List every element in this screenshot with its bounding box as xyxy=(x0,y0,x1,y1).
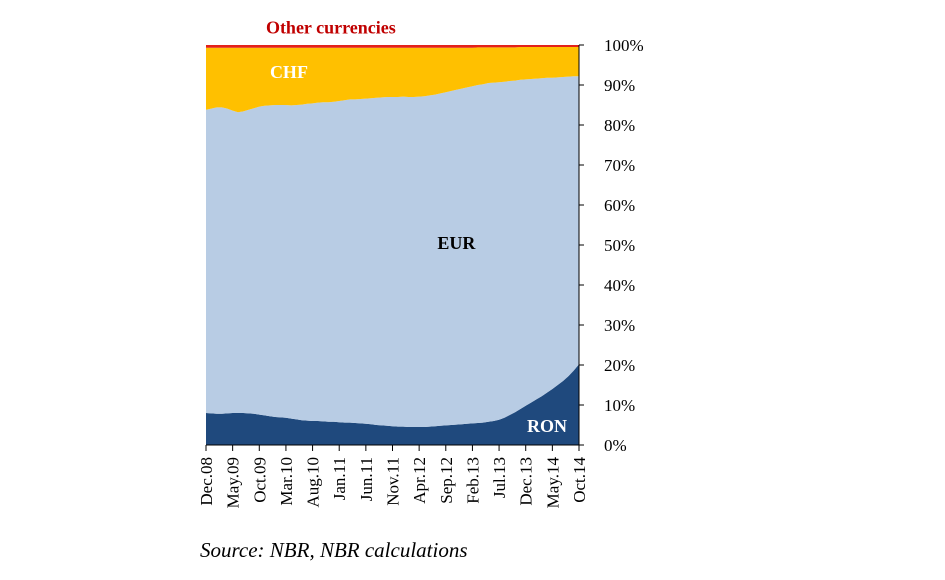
axes xyxy=(205,44,584,451)
series-label-chf: CHF xyxy=(270,62,308,82)
y-tick-label: 80% xyxy=(604,116,635,135)
y-tick-label: 20% xyxy=(604,356,635,375)
series-labels: Other currencies CHF EUR RON xyxy=(266,17,567,436)
x-tick-label: Dec.13 xyxy=(517,457,536,506)
y-tick-label: 0% xyxy=(604,436,627,455)
area-ron xyxy=(206,364,579,445)
x-tick-label: Aug.10 xyxy=(304,457,323,508)
y-tick-label: 100% xyxy=(604,36,644,55)
area-other-currencies xyxy=(206,45,579,48)
area-chf xyxy=(206,47,579,113)
series-label-ron: RON xyxy=(527,416,567,436)
x-tick-label: Apr.12 xyxy=(410,457,429,504)
series-label-other-currencies: Other currencies xyxy=(266,17,396,37)
x-tick-label: Oct.09 xyxy=(250,457,269,503)
area-eur xyxy=(206,76,579,427)
x-tick-label: May.09 xyxy=(224,457,243,508)
y-tick-label: 40% xyxy=(604,276,635,295)
y-tick-label: 10% xyxy=(604,396,635,415)
x-axis-tick-labels: Dec.08 May.09 Oct.09 Mar.10 Aug.10 Jan.11 Jun.… xyxy=(197,457,589,509)
x-tick-label: Mar.10 xyxy=(277,457,296,506)
y-tick-label: 90% xyxy=(604,76,635,95)
x-tick-label: Feb.13 xyxy=(463,457,482,504)
x-tick-label: Oct.14 xyxy=(570,457,589,503)
x-tick-label: Jan.11 xyxy=(330,457,349,500)
y-tick-label: 60% xyxy=(604,196,635,215)
source-note: Source: NBR, NBR calculations xyxy=(200,538,468,562)
x-tick-label: Sep.12 xyxy=(437,457,456,504)
y-axis-tick-labels: 0% 10% 20% 30% 40% 50% 60% 70% 80% 90% 100% xyxy=(604,36,644,455)
x-tick-label: May.14 xyxy=(543,457,562,509)
y-tick-label: 30% xyxy=(604,316,635,335)
y-tick-label: 70% xyxy=(604,156,635,175)
x-tick-label: Dec.08 xyxy=(197,457,216,506)
y-tick-label: 50% xyxy=(604,236,635,255)
x-tick-label: Jun.11 xyxy=(357,457,376,501)
series-areas xyxy=(206,45,579,445)
x-tick-label: Nov.11 xyxy=(384,457,403,506)
series-label-eur: EUR xyxy=(437,233,476,253)
x-tick-label: Jul.13 xyxy=(490,457,509,498)
